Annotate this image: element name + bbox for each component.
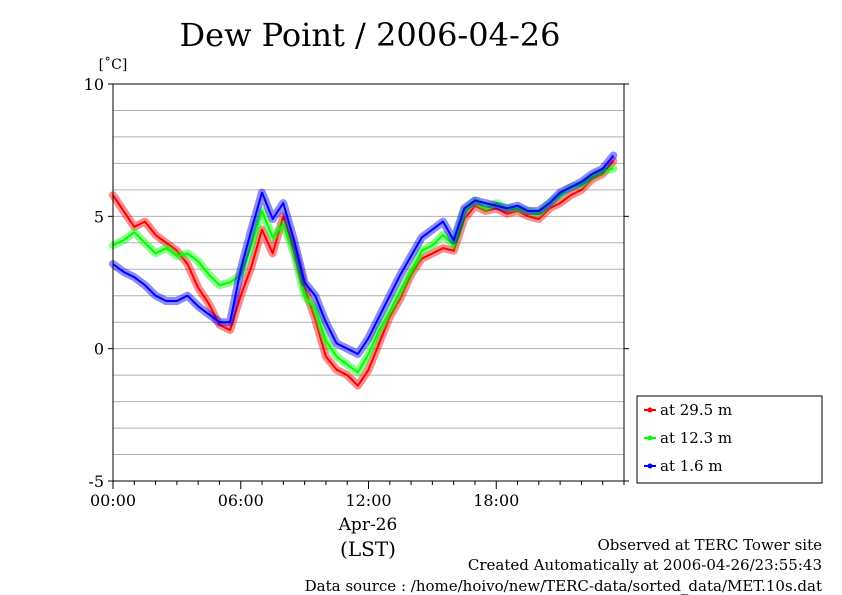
legend: at 29.5 m at 12.3 m at 1.6 m xyxy=(644,401,732,475)
x-tick-label: 06:00 xyxy=(218,491,264,510)
chart-title: Dew Point / 2006-04-26 xyxy=(180,16,561,54)
y-tick-label: 5 xyxy=(94,207,104,226)
grid-lines xyxy=(113,109,624,456)
legend-marker xyxy=(647,463,653,469)
x-tick-label: 18:00 xyxy=(473,491,519,510)
x-axis-date-label: Apr-26 xyxy=(338,515,398,535)
y-tick-label: -5 xyxy=(88,472,104,491)
footer-site: Observed at TERC Tower site xyxy=(597,536,822,554)
footer-created: Created Automatically at 2006-04-26/23:5… xyxy=(468,556,822,574)
legend-label: at 29.5 m xyxy=(660,401,732,419)
axes-ticks: -5 0 5 10 00:00 06:00 12:00 18:00 xyxy=(84,75,629,510)
legend-label: at 12.3 m xyxy=(660,429,732,447)
y-axis-unit-label: [˚C] xyxy=(99,56,128,73)
series-lines xyxy=(109,151,618,390)
y-tick-label: 10 xyxy=(84,75,104,94)
plot-frame xyxy=(112,83,625,482)
legend-marker xyxy=(647,435,653,441)
legend-marker xyxy=(647,407,653,413)
legend-label: at 1.6 m xyxy=(660,457,723,475)
x-axis-unit-label: (LST) xyxy=(340,537,396,561)
footer-source: Data source : /home/hoivo/new/TERC-data/… xyxy=(305,577,822,595)
series-line-0 xyxy=(112,160,615,387)
x-tick-label: 12:00 xyxy=(345,491,391,510)
y-tick-label: 0 xyxy=(94,340,104,359)
legend-box xyxy=(636,395,823,484)
x-tick-label: 00:00 xyxy=(90,491,136,510)
series-line-2 xyxy=(112,154,615,355)
